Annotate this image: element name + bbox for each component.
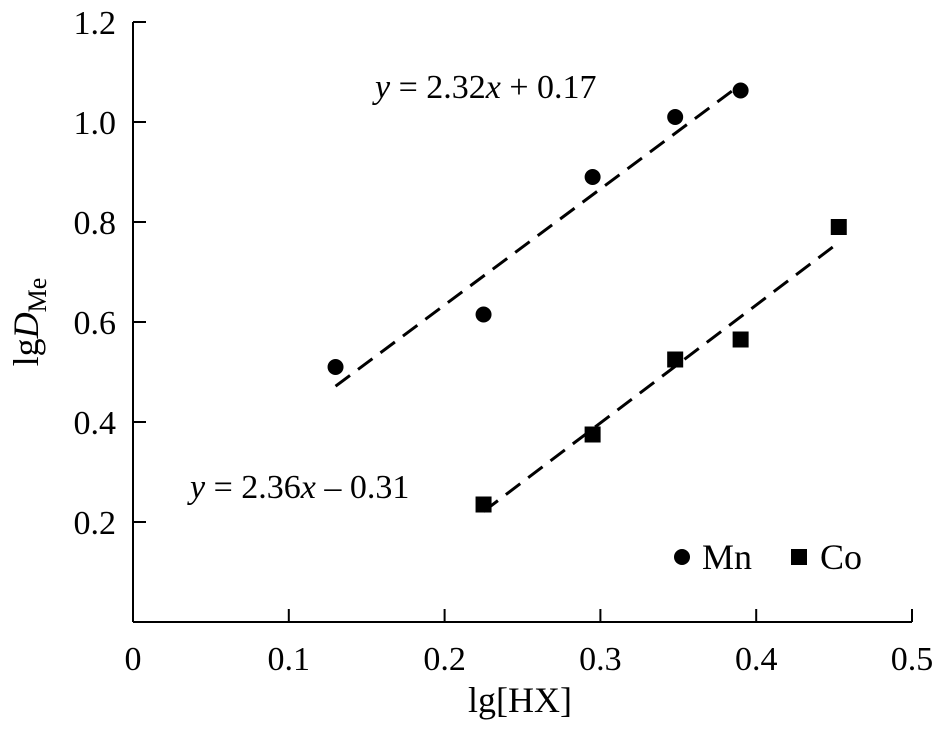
co-data-point (732, 331, 749, 348)
x-tick-label: 0.4 (735, 641, 778, 678)
legend: Mn Co (674, 537, 862, 577)
co-data-point (584, 426, 601, 443)
mn-eq-y: y (372, 69, 391, 106)
x-tick-label: 0.5 (891, 641, 934, 678)
y-axis-title-base: lg (6, 338, 46, 366)
x-tick-label: 0 (125, 641, 142, 678)
y-axis-title-sub: Me (23, 278, 52, 313)
co-eq-suffix: – 0.31 (316, 469, 410, 506)
mn-data-point (475, 306, 492, 323)
mn-data-point (584, 169, 601, 185)
x-tick-label: 0.2 (423, 641, 466, 678)
x-axis-title: lg[HX] (468, 680, 572, 720)
data-points (327, 82, 847, 513)
y-tick-label: 1.0 (74, 105, 117, 142)
co-fit-line (482, 241, 840, 513)
y-tick-label: 0.4 (74, 405, 117, 442)
y-tick-label: 0.6 (74, 305, 117, 342)
mn-data-point (327, 359, 344, 375)
legend-mn-label: Mn (702, 537, 752, 577)
co-data-point (475, 496, 492, 513)
mn-fit-equation: y = 2.32x + 0.17 (372, 69, 597, 106)
co-data-point (667, 351, 684, 368)
ticks: 0 0.1 0.2 0.3 0.4 0.5 0.2 0.4 0.6 0.8 1.0 1.2 (74, 5, 934, 678)
co-data-point (830, 219, 847, 235)
fit-lines (334, 83, 840, 513)
legend-mn-marker (674, 549, 690, 565)
co-eq-x: x (300, 469, 316, 506)
mn-eq-suffix: + 0.17 (501, 69, 597, 106)
co-eq-mid: = 2.36 (205, 469, 301, 506)
mn-eq-mid: = 2.32 (390, 69, 486, 106)
axes (132, 22, 912, 623)
co-eq-y: y (187, 469, 206, 506)
x-tick-label: 0.3 (579, 641, 622, 678)
mn-fit-line (334, 83, 742, 388)
mn-data-point (667, 109, 684, 125)
y-axis-title-var: D (6, 312, 46, 339)
x-tick-label: 0.1 (268, 641, 311, 678)
legend-co-marker (791, 549, 807, 565)
y-axis-title: lgDMe (6, 278, 52, 367)
y-tick-label: 1.2 (74, 5, 117, 42)
legend-co-label: Co (820, 537, 862, 577)
co-fit-equation: y = 2.36x – 0.31 (187, 469, 409, 506)
y-tick-label: 0.8 (74, 205, 117, 242)
mn-data-point (732, 82, 749, 99)
y-tick-label: 0.2 (74, 505, 117, 542)
mn-eq-x: x (485, 69, 501, 106)
